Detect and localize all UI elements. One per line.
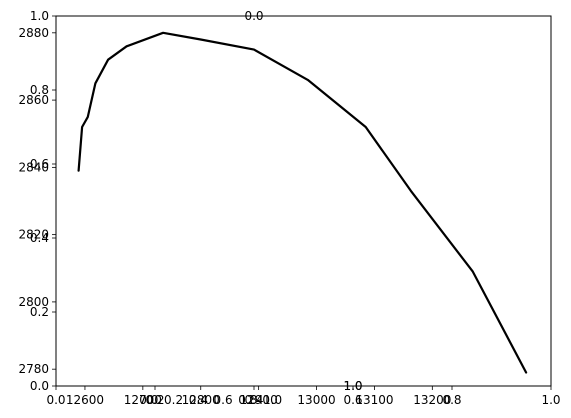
x-tick-label: 12600 — [66, 393, 104, 407]
series-line — [77, 31, 528, 374]
series-layer — [77, 31, 528, 374]
overlay-x-tick-label: 0.2 — [145, 393, 164, 407]
stray-tick-label: 1.0 — [263, 393, 282, 407]
overlay-y-tick-label: 1.0 — [30, 9, 49, 23]
y-tick-label: 2840 — [18, 160, 49, 174]
x-tick-label: 13000 — [297, 393, 335, 407]
overlay-x-tick-label: 1.0 — [541, 393, 560, 407]
x-tick-label: 12700 — [124, 393, 162, 407]
overlay-y-tick-label: 0.2 — [30, 305, 49, 319]
overlay-y-tick-label: 0.6 — [30, 157, 49, 171]
stray-tick-label: 0.8 — [238, 393, 257, 407]
y-tick-label: 2880 — [18, 26, 49, 40]
y-tick-label: 2860 — [18, 93, 49, 107]
stray-tick-label: 1.0 — [343, 379, 362, 393]
stray-tick-label: 0.0 — [139, 393, 158, 407]
y-tick-label: 2780 — [18, 362, 49, 376]
x-tick-label: 12900 — [240, 393, 278, 407]
overlay-y-tick-label: 0.0 — [30, 379, 49, 393]
stray-tick-label: 0.4 — [189, 393, 208, 407]
overlay-x-tick-label: 0.8 — [442, 393, 461, 407]
overlay-x-tick-label: 0.4 — [244, 393, 263, 407]
y-tick-label: 2800 — [18, 295, 49, 309]
plot-frame — [55, 15, 552, 387]
x-tick-label: 13200 — [413, 393, 451, 407]
overlay-x-tick-label: 0.0 — [46, 393, 65, 407]
x-tick-label: 12800 — [182, 393, 220, 407]
stray-tick-label: 0.2 — [164, 393, 183, 407]
stray-tick-label: 1.0 — [343, 379, 362, 393]
overlay-y-tick-label: 0.4 — [30, 231, 49, 245]
overlay-y-tick-label: 0.8 — [30, 83, 49, 97]
tick-layer: 12600 12700 12800 12900 13000 13100 13200 2780 2… — [18, 9, 560, 407]
stray-tick-label: 0.0 — [244, 9, 263, 23]
x-tick-label: 13100 — [355, 393, 393, 407]
overlay-x-tick-label: 0.6 — [343, 393, 362, 407]
axes-frame — [55, 15, 552, 387]
stray-tick-label: 0.6 — [214, 393, 233, 407]
y-tick-label: 2820 — [18, 228, 49, 242]
